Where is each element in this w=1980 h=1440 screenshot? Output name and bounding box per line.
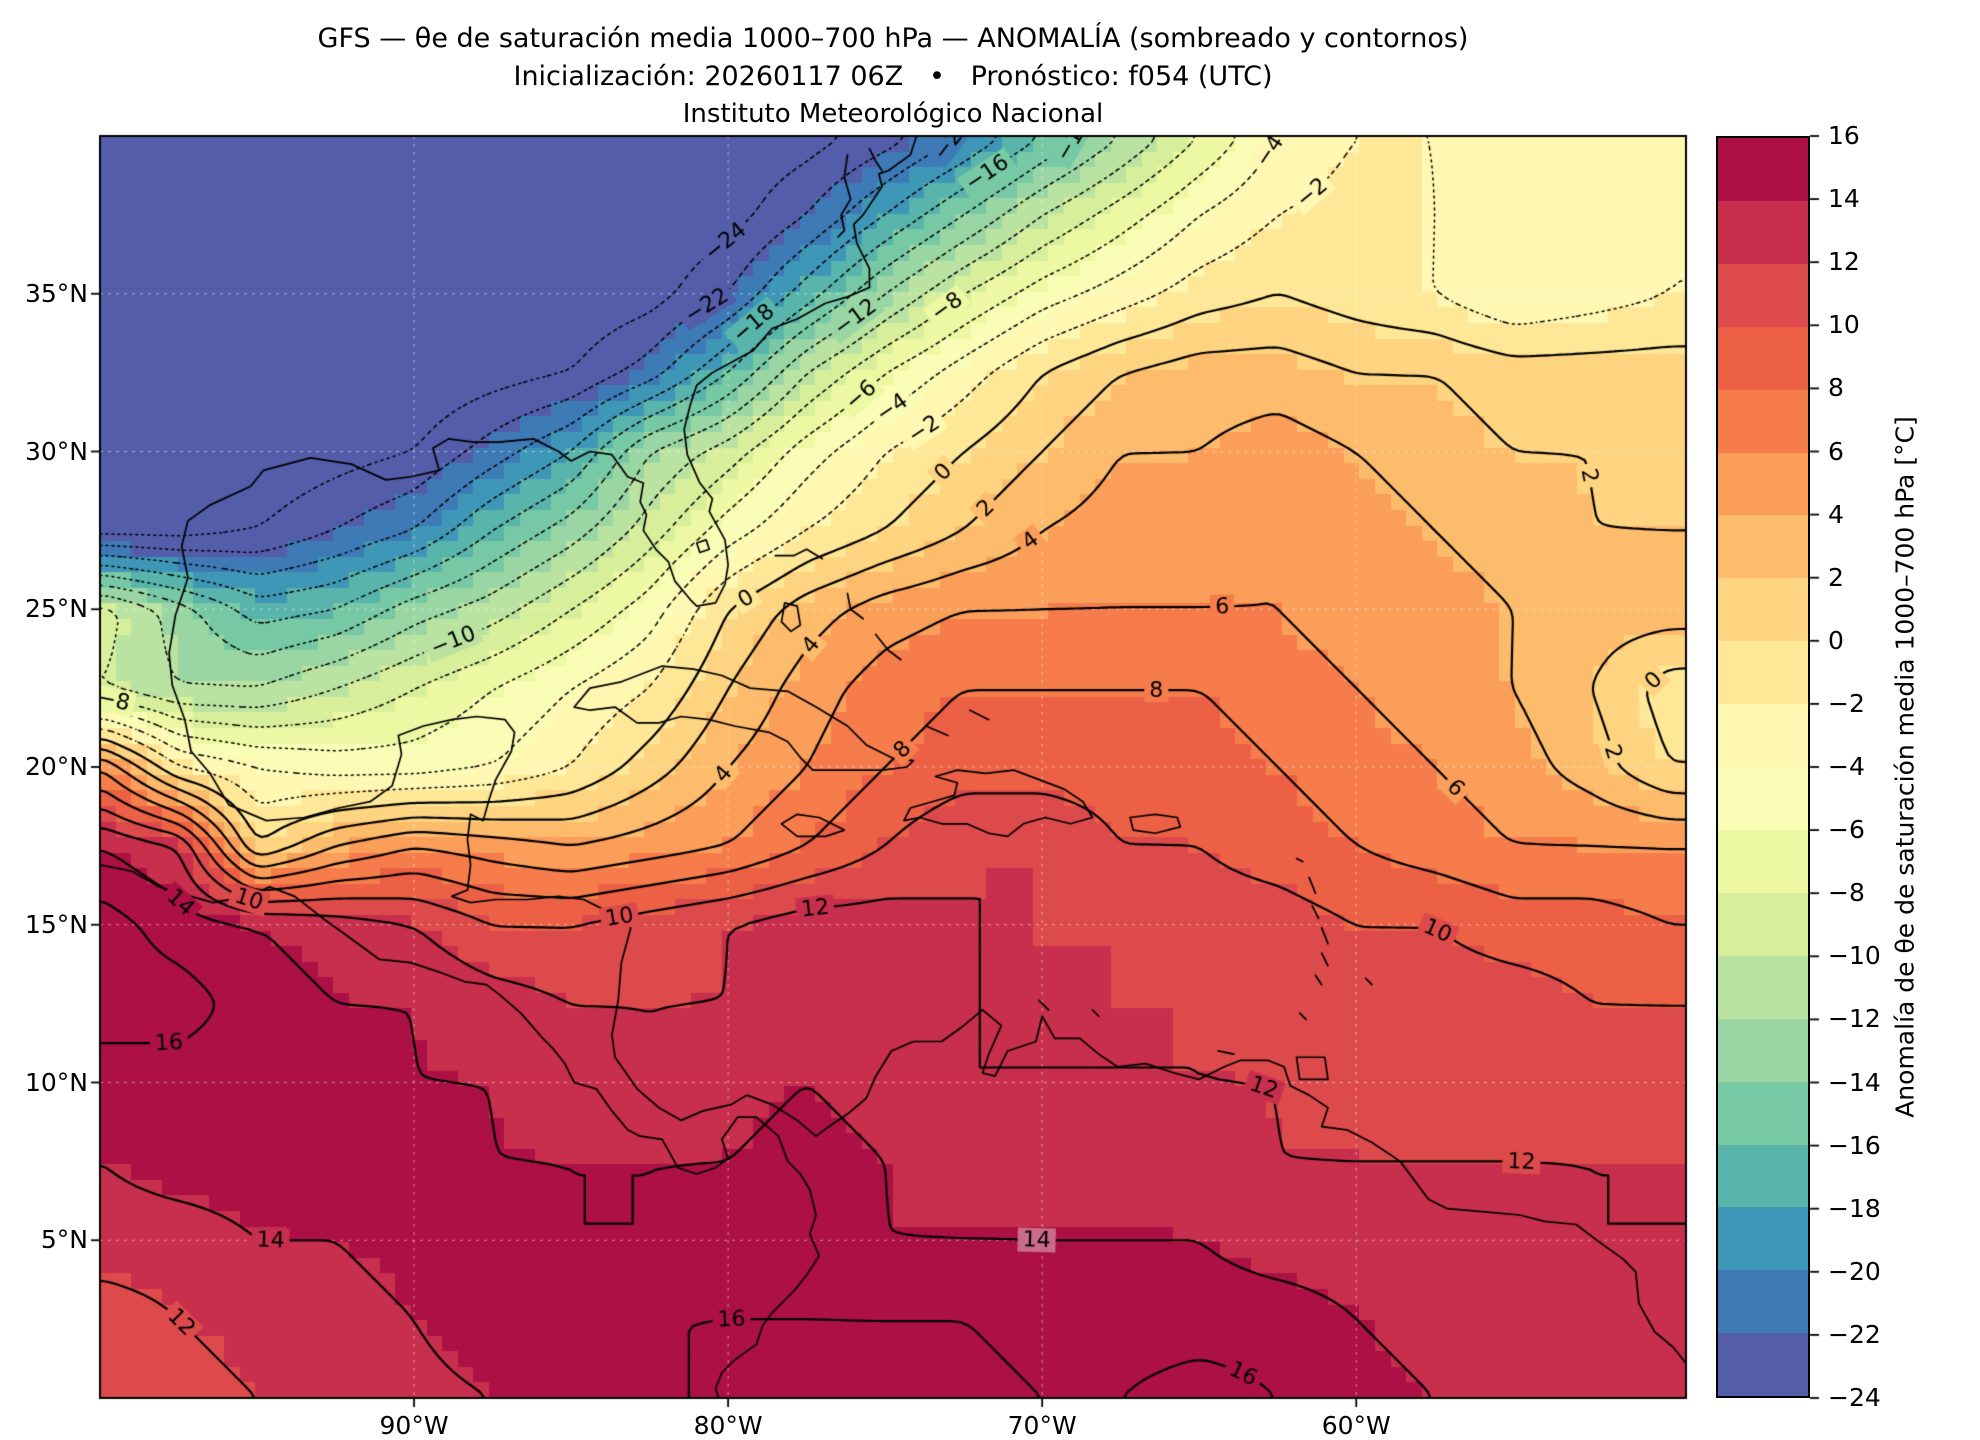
colorbar-segment bbox=[1718, 1081, 1808, 1145]
colorbar-tick-label: 12 bbox=[1828, 247, 1860, 277]
y-tick-label: 35°N bbox=[24, 278, 88, 308]
colorbar-segment bbox=[1718, 1207, 1808, 1271]
colorbar-segment bbox=[1718, 200, 1808, 264]
colorbar-tick-label: −22 bbox=[1828, 1319, 1881, 1349]
colorbar-segment bbox=[1718, 578, 1808, 642]
colorbar-segment bbox=[1718, 892, 1808, 956]
y-tick-label: 10°N bbox=[24, 1067, 88, 1097]
colorbar-segment bbox=[1718, 1333, 1808, 1397]
colorbar-segment bbox=[1718, 829, 1808, 893]
colorbar-segment bbox=[1718, 452, 1808, 516]
y-tick-label: 15°N bbox=[24, 909, 88, 939]
colorbar-tick-label: 2 bbox=[1828, 562, 1844, 592]
colorbar-segment bbox=[1718, 641, 1808, 705]
y-tick-label: 30°N bbox=[24, 436, 88, 466]
x-tick-label: 70°W bbox=[1007, 1411, 1077, 1440]
y-tick-label: 20°N bbox=[24, 752, 88, 781]
x-tick-label: 90°W bbox=[379, 1411, 449, 1440]
colorbar-tick-label: −2 bbox=[1828, 688, 1865, 718]
colorbar-tick-label: 8 bbox=[1828, 373, 1844, 403]
colorbar-tick-label: −8 bbox=[1828, 878, 1865, 908]
x-tick-label: 80°W bbox=[693, 1411, 763, 1440]
colorbar-tick-label: −6 bbox=[1828, 815, 1865, 845]
colorbar-label: Anomalía de θe de saturación media 1000–… bbox=[1890, 416, 1920, 1118]
colorbar-tick-label: 0 bbox=[1828, 625, 1844, 655]
colorbar-tick-label: 14 bbox=[1828, 184, 1860, 214]
x-tick-label: 60°W bbox=[1321, 1411, 1391, 1440]
colorbar-tick-label: −20 bbox=[1828, 1256, 1881, 1286]
colorbar-segment bbox=[1718, 263, 1808, 327]
colorbar-segment bbox=[1718, 389, 1808, 453]
colorbar-tick-label: −18 bbox=[1828, 1193, 1881, 1223]
colorbar-tick-label: 4 bbox=[1828, 499, 1844, 529]
colorbar-tick-label: −16 bbox=[1828, 1130, 1881, 1160]
colorbar-tick-label: −12 bbox=[1828, 1004, 1881, 1034]
colorbar-tick-label: −4 bbox=[1828, 752, 1865, 781]
colorbar-tick-label: 10 bbox=[1828, 310, 1860, 340]
colorbar-tick-label: 16 bbox=[1828, 121, 1860, 150]
colorbar-segment bbox=[1718, 138, 1808, 201]
colorbar-tick-label: −10 bbox=[1828, 941, 1881, 971]
colorbar-tick-label: 6 bbox=[1828, 436, 1844, 466]
colorbar-segment bbox=[1718, 1018, 1808, 1082]
colorbar-segment bbox=[1718, 1270, 1808, 1334]
colorbar-tick-label: −24 bbox=[1828, 1383, 1881, 1412]
colorbar-segment bbox=[1718, 767, 1808, 830]
colorbar-segment bbox=[1718, 1144, 1808, 1208]
colorbar-segment bbox=[1718, 955, 1808, 1019]
colorbar-tick-label: −14 bbox=[1828, 1067, 1881, 1097]
colorbar bbox=[1716, 136, 1810, 1398]
colorbar-segment bbox=[1718, 515, 1808, 579]
y-tick-label: 25°N bbox=[24, 594, 88, 624]
y-tick-label: 5°N bbox=[40, 1225, 88, 1255]
colorbar-segment bbox=[1718, 326, 1808, 390]
colorbar-segment bbox=[1718, 704, 1808, 768]
